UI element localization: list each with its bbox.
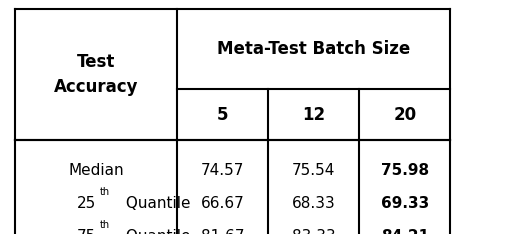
Text: Test
Accuracy: Test Accuracy bbox=[54, 53, 138, 96]
Text: Meta-Test Batch Size: Meta-Test Batch Size bbox=[217, 40, 410, 58]
Text: Median: Median bbox=[68, 163, 124, 178]
Text: 75.98: 75.98 bbox=[380, 163, 428, 178]
Text: Quantile: Quantile bbox=[121, 196, 190, 211]
Text: th: th bbox=[100, 187, 110, 197]
Text: Quantile: Quantile bbox=[121, 229, 190, 234]
Text: 83.33: 83.33 bbox=[291, 229, 335, 234]
Text: 69.33: 69.33 bbox=[380, 196, 428, 211]
Text: 84.21: 84.21 bbox=[380, 229, 428, 234]
Text: 66.67: 66.67 bbox=[200, 196, 244, 211]
Text: 81.67: 81.67 bbox=[200, 229, 244, 234]
Text: 75: 75 bbox=[77, 229, 96, 234]
Text: 25: 25 bbox=[77, 196, 96, 211]
Text: 75.54: 75.54 bbox=[291, 163, 335, 178]
Text: 20: 20 bbox=[392, 106, 416, 124]
Text: th: th bbox=[100, 220, 110, 230]
Text: 5: 5 bbox=[217, 106, 228, 124]
Text: 68.33: 68.33 bbox=[291, 196, 335, 211]
Text: 74.57: 74.57 bbox=[200, 163, 244, 178]
Text: 12: 12 bbox=[301, 106, 325, 124]
